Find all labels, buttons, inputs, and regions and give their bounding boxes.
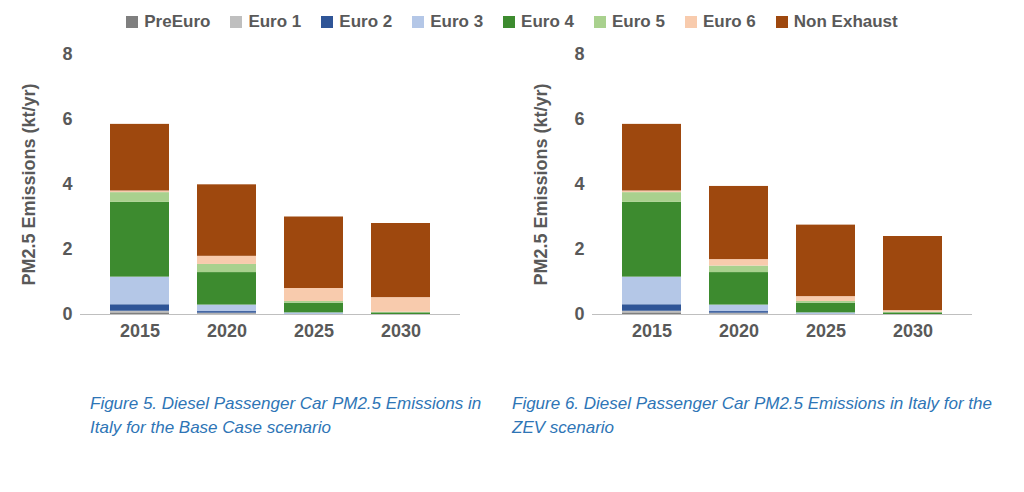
svg-text:2025: 2025 [806, 321, 846, 341]
svg-text:6: 6 [574, 109, 584, 129]
html-text:Euro 1: Euro 1 [248, 12, 302, 31]
svg-text:4: 4 [574, 174, 584, 194]
svg-text:PM2.5 Emissions (kt/yr): PM2.5 Emissions (kt/yr) [19, 83, 39, 285]
svg-text:8: 8 [574, 44, 584, 64]
svg-text:2030: 2030 [381, 321, 421, 341]
html-text:Non Exhaust: Non Exhaust [793, 12, 898, 31]
svg-text:6: 6 [62, 109, 72, 129]
html-text:Euro 5: Euro 5 [612, 12, 665, 31]
svg-text:2015: 2015 [120, 321, 160, 341]
svg-text:2015: 2015 [632, 321, 672, 341]
html-text:Euro 6: Euro 6 [702, 12, 756, 31]
html-text:Figure 5. Diesel Passenger Car: Figure 5. Diesel Passenger Car PM2.5 Emi… [90, 394, 482, 437]
svg-text:4: 4 [62, 174, 72, 194]
svg-text:2030: 2030 [893, 321, 933, 341]
html-text:Euro 4: Euro 4 [521, 12, 574, 31]
svg-text:0: 0 [62, 304, 72, 324]
svg-text:2020: 2020 [207, 321, 247, 341]
svg-text:PM2.5 Emissions (kt/yr): PM2.5 Emissions (kt/yr) [531, 83, 551, 285]
html-text:Euro 3: Euro 3 [430, 12, 484, 31]
svg-text:2: 2 [574, 239, 584, 259]
html-text:Figure 6. Diesel Passenger Car: Figure 6. Diesel Passenger Car PM2.5 Emi… [512, 394, 992, 437]
svg-text:2020: 2020 [719, 321, 759, 341]
svg-text:0: 0 [574, 304, 584, 324]
svg-text:2025: 2025 [294, 321, 334, 341]
html-text:Euro 2: Euro 2 [339, 12, 393, 31]
svg-text:8: 8 [62, 44, 72, 64]
svg-text:2: 2 [62, 239, 72, 259]
html-text:PreEuro: PreEuro [144, 12, 211, 31]
